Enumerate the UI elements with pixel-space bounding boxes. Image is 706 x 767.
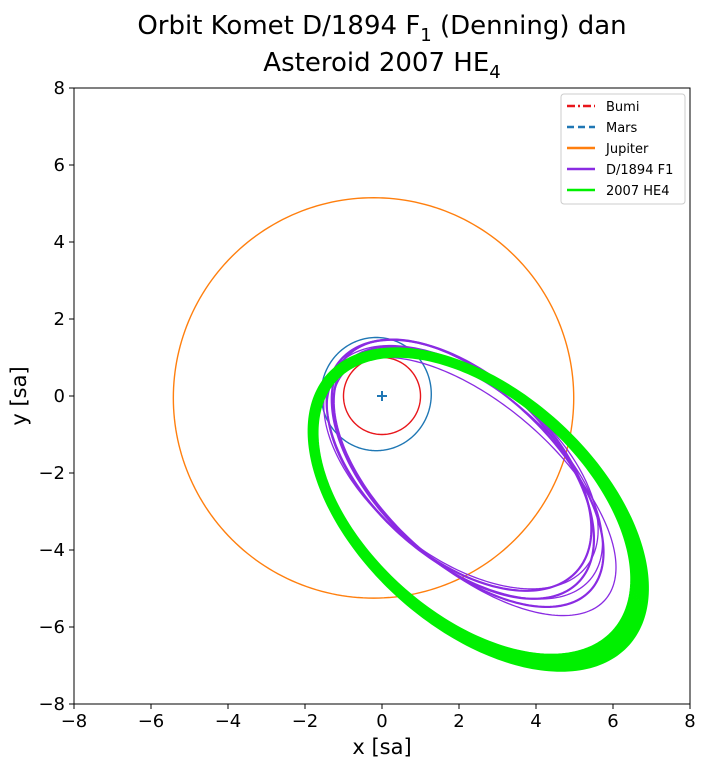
legend: Bumi Mars Jupiter D/1894 F1 2007 HE4	[560, 93, 686, 205]
series-2007-he4	[307, 347, 649, 672]
x-tick-label: −6	[138, 711, 165, 732]
orbit-path	[172, 197, 575, 599]
x-tick-label: −4	[215, 711, 242, 732]
y-tick-label: −8	[38, 694, 65, 715]
y-tick-label: −2	[38, 463, 65, 484]
y-tick-label: 4	[54, 232, 65, 253]
x-axis-label: x [sa]	[352, 735, 411, 759]
y-tick-label: 0	[54, 386, 65, 407]
x-tick-label: 6	[607, 711, 618, 732]
legend-label: Mars	[606, 121, 638, 136]
y-tick-label: 6	[54, 155, 65, 176]
title-line-2-prefix: Asteroid 2007 HE	[263, 48, 489, 78]
ticks-layer: −8−8 −6 −6 −4 −4 −2 −2 0 0 2 2 4 4 6 6 8 8	[38, 78, 695, 732]
legend-label: 2007 HE4	[606, 184, 669, 199]
x-tick-label: 2	[453, 711, 464, 732]
x-tick-label: 0	[376, 711, 387, 732]
sun-marker-layer	[377, 391, 387, 401]
legend-label: D/1894 F1	[606, 163, 673, 178]
legend-box	[560, 93, 686, 205]
legend-label: Jupiter	[605, 142, 649, 157]
series-d-1894-f1	[323, 338, 617, 617]
legend-label: Bumi	[606, 100, 639, 115]
y-tick-label: −4	[38, 540, 65, 561]
series-jupiter	[172, 197, 575, 599]
title-line-1-prefix: Orbit Komet D/1894 F	[137, 11, 420, 41]
title-line-1-suffix: (Denning) dan	[432, 11, 627, 41]
y-axis-label: y [sa]	[7, 366, 31, 425]
x-tick-label: 8	[684, 711, 695, 732]
y-tick-label: 2	[54, 309, 65, 330]
x-tick-label: 4	[530, 711, 541, 732]
y-tick-label: −6	[38, 617, 65, 638]
x-tick-label: −8	[61, 711, 88, 732]
chart-title-line-1: Orbit Komet D/1894 F1 (Denning) dan	[137, 11, 626, 46]
title-line-1-subscript: 1	[420, 25, 431, 46]
series-layer	[172, 197, 649, 672]
y-tick-label: 8	[54, 78, 65, 99]
orbit-path	[342, 356, 422, 436]
x-tick-label: −2	[292, 711, 319, 732]
series-bumi	[342, 356, 422, 436]
orbit-path	[307, 347, 649, 672]
chart-title-line-2: Asteroid 2007 HE4	[263, 48, 500, 83]
title-line-2-subscript: 4	[489, 62, 500, 83]
